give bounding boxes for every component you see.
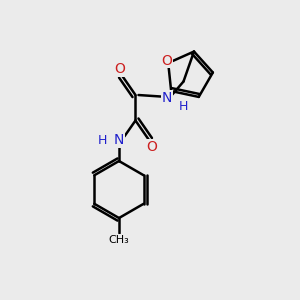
Text: CH₃: CH₃ bbox=[109, 235, 129, 245]
Text: O: O bbox=[161, 54, 172, 68]
Text: H: H bbox=[98, 134, 107, 146]
Text: H: H bbox=[179, 100, 188, 113]
Text: O: O bbox=[147, 140, 158, 154]
Text: O: O bbox=[114, 62, 125, 76]
Text: N: N bbox=[162, 91, 172, 105]
Text: N: N bbox=[114, 133, 124, 147]
